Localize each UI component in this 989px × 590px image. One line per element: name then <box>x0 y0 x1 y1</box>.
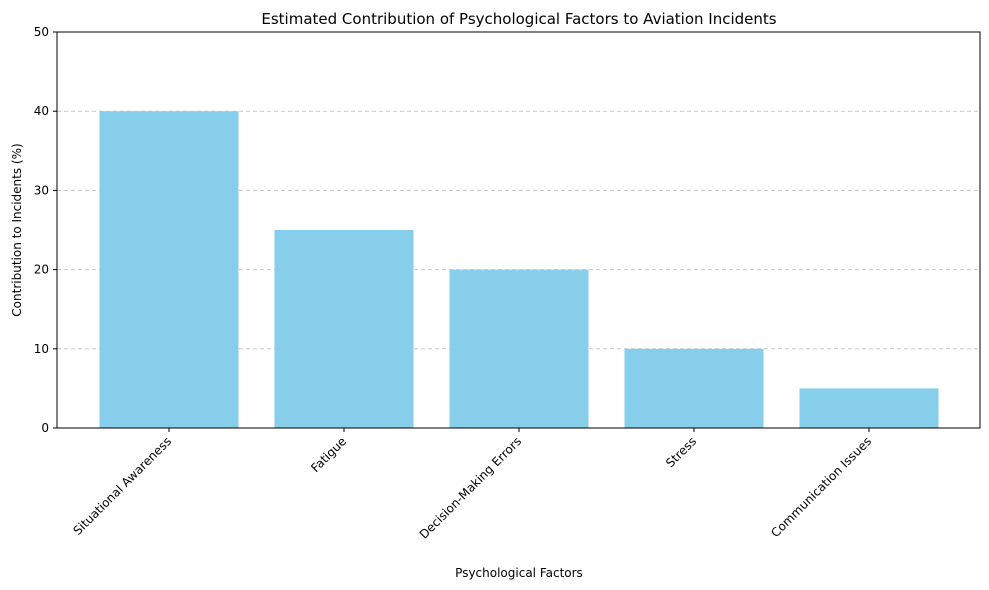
x-tick-label-0: Situational Awareness <box>70 434 174 538</box>
y-axis-label: Contribution to Incidents (%) <box>10 143 24 316</box>
y-tick-label-3: 30 <box>34 183 49 197</box>
y-tick-label-4: 40 <box>34 104 49 118</box>
bar-decision-making-errors <box>449 269 589 428</box>
bar-situational-awareness <box>99 111 239 428</box>
y-tick-label-0: 0 <box>41 421 49 435</box>
bar-stress <box>624 348 764 428</box>
x-tick-label-2: Decision-Making Errors <box>417 434 524 541</box>
x-axis-label: Psychological Factors <box>455 566 583 580</box>
x-tick-label-1: Fatigue <box>308 434 349 475</box>
bars-layer <box>99 111 939 428</box>
y-tick-label-5: 50 <box>34 25 49 39</box>
chart-title: Estimated Contribution of Psychological … <box>261 10 776 28</box>
x-tick-label-3: Stress <box>663 434 699 470</box>
x-tick-label-4: Communication Issues <box>768 434 874 540</box>
y-tick-label-1: 10 <box>34 342 49 356</box>
y-tick-label-2: 20 <box>34 263 49 277</box>
bar-communication-issues <box>799 388 939 428</box>
bar-fatigue <box>274 230 414 428</box>
